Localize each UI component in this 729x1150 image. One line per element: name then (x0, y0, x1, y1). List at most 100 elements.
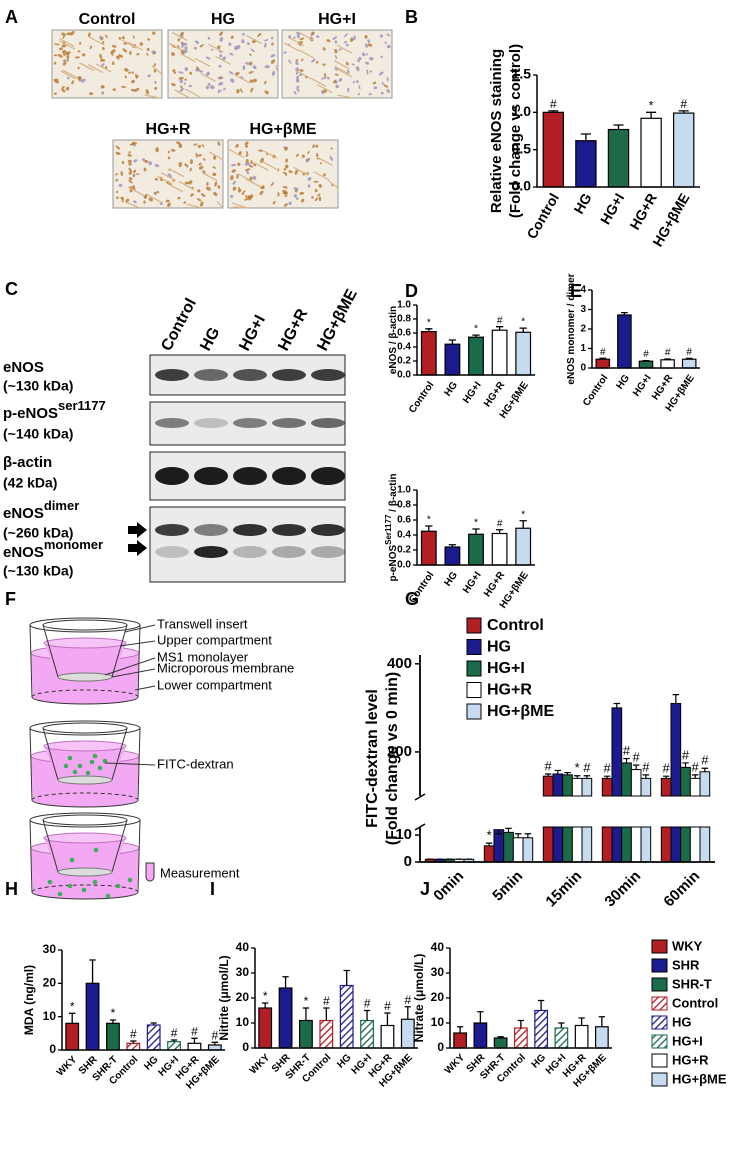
bar (640, 777, 652, 863)
y-tick-label: 30 (236, 965, 250, 979)
significance-mark: # (583, 760, 591, 775)
row-label: p-eNOSser1177 (3, 398, 106, 422)
significance-mark: * (70, 1000, 75, 1014)
blot-band (311, 418, 345, 428)
significance-mark: # (171, 1026, 178, 1040)
bar (534, 1009, 549, 1049)
tube (145, 862, 155, 882)
y-tick-label: 20 (431, 990, 445, 1004)
legend-swatch (651, 996, 668, 1011)
error-bar (69, 1012, 76, 1024)
significance-mark: # (682, 747, 690, 762)
x-tick-label: HG (570, 190, 594, 216)
bar (453, 1032, 468, 1049)
bar (554, 1027, 569, 1049)
significance-mark: # (643, 349, 649, 360)
y-tick-label: 0.8 (397, 500, 411, 511)
transwell (29, 812, 141, 900)
blot-band (233, 418, 267, 428)
micrograph (227, 139, 339, 209)
x-tick-label: HG (614, 373, 632, 392)
row-size: (42 kDa) (3, 475, 57, 491)
error-bar (558, 1022, 565, 1028)
error-bar (519, 327, 527, 333)
significance-mark: # (550, 97, 557, 111)
axis (416, 490, 535, 566)
bar (574, 1024, 589, 1049)
blot-band (194, 524, 228, 536)
y-tick-label: 40 (236, 940, 250, 954)
error-bar (548, 110, 559, 113)
bar (515, 527, 532, 566)
micrograph-label: HG+R (146, 121, 191, 138)
bar (187, 1042, 202, 1051)
lane-label: HG+I (236, 313, 269, 354)
bar (299, 1019, 313, 1049)
micrograph (112, 139, 224, 209)
bar (65, 1022, 80, 1051)
significance-mark: # (680, 97, 687, 111)
micrograph-label: HG+I (318, 11, 356, 28)
leader-line (111, 668, 156, 678)
error-bar (642, 774, 650, 779)
error-bar (485, 842, 493, 846)
error-bar (578, 1017, 585, 1026)
bar (468, 533, 484, 566)
blot-band (155, 467, 189, 485)
bar (473, 1022, 488, 1049)
significance-mark: # (663, 761, 671, 776)
error-bar (598, 1016, 606, 1027)
blot-band (272, 467, 306, 485)
legend-swatch (466, 660, 482, 677)
y-tick-label: 3 (580, 304, 586, 315)
legend-label: HG+βME (672, 1071, 727, 1086)
x-tick-label: Control (407, 570, 437, 606)
legend-swatch (651, 1072, 668, 1087)
significance-mark: # (211, 1029, 218, 1043)
blot-band (194, 546, 228, 558)
error-bar (109, 1019, 117, 1024)
leader-line (104, 657, 156, 676)
significance-mark: * (649, 99, 654, 113)
bar (167, 1041, 181, 1051)
bar (617, 314, 632, 369)
leader-line (119, 640, 156, 647)
axis (591, 290, 700, 369)
y-tick-label: 2 (580, 324, 586, 335)
y-tick-label: 30 (43, 942, 57, 956)
lane-label: HG+βME (314, 286, 361, 354)
y-tick-label: 0.5 (512, 140, 532, 156)
error-bar (564, 772, 571, 775)
legend-swatch (651, 977, 668, 992)
y-tick-label: 30 (431, 965, 445, 979)
y-tick-label: 10 (236, 1015, 250, 1029)
blot-band (272, 418, 306, 428)
bar (638, 360, 654, 369)
legend-swatch (466, 617, 482, 634)
diagram-label: Upper compartment (157, 632, 272, 647)
y-tick-label: 0 (404, 853, 412, 870)
error-bar (672, 694, 680, 704)
bar (493, 829, 505, 863)
x-tick-label: 0min (430, 868, 467, 905)
bar (126, 1042, 141, 1051)
panel-letter: A (5, 7, 18, 27)
legend-swatch (466, 703, 482, 720)
y-tick-label: 0.8 (397, 314, 411, 325)
bar (689, 777, 701, 863)
significance-mark: # (600, 347, 606, 358)
error-bar (691, 774, 699, 779)
error-bar (472, 528, 480, 535)
y-tick-label: 4 (580, 285, 586, 296)
bar (420, 331, 437, 376)
y-axis-label: Relative eNOS staining (488, 49, 505, 213)
bar (611, 707, 623, 863)
bar (630, 769, 642, 863)
y-tick-label: 0 (580, 363, 586, 374)
error-bar (603, 775, 611, 779)
diagram-label: Microporous membrane (157, 660, 294, 675)
significance-mark: * (521, 317, 525, 328)
panel-letter: J (420, 879, 430, 899)
y-tick-label: 0.4 (397, 342, 411, 353)
bar (493, 1037, 508, 1049)
